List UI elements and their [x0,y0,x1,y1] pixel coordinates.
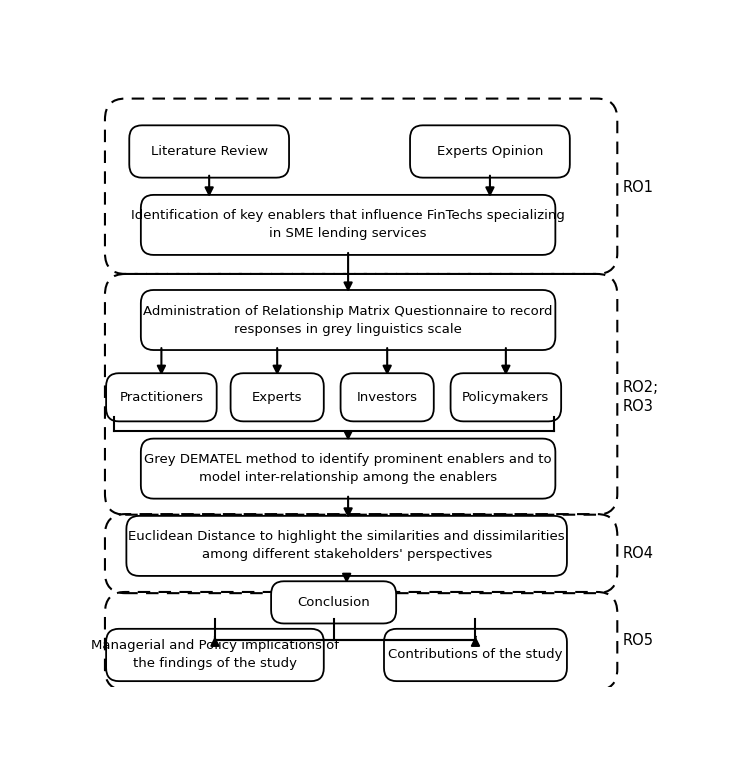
Text: Practitioners: Practitioners [120,391,203,404]
FancyBboxPatch shape [231,373,323,422]
FancyBboxPatch shape [141,438,555,499]
FancyBboxPatch shape [129,125,289,178]
Text: Policymakers: Policymakers [462,391,550,404]
Text: Managerial and Policy implications of
the findings of the study: Managerial and Policy implications of th… [91,639,339,670]
Text: RO4: RO4 [623,546,654,560]
Text: Experts Opinion: Experts Opinion [437,145,543,158]
FancyBboxPatch shape [271,581,396,624]
Text: Literature Review: Literature Review [151,145,267,158]
FancyBboxPatch shape [341,373,434,422]
Text: Identification of key enablers that influence FinTechs specializing
in SME lendi: Identification of key enablers that infl… [131,209,565,240]
FancyBboxPatch shape [384,629,567,681]
Text: RO1: RO1 [623,180,654,195]
FancyBboxPatch shape [106,629,323,681]
FancyBboxPatch shape [450,373,561,422]
FancyBboxPatch shape [410,125,570,178]
FancyBboxPatch shape [141,290,555,350]
Text: Contributions of the study: Contributions of the study [388,648,562,662]
Text: RO2;
RO3: RO2; RO3 [623,380,659,414]
Text: Conclusion: Conclusion [297,596,370,609]
FancyBboxPatch shape [126,516,567,576]
FancyBboxPatch shape [141,195,555,255]
Text: Administration of Relationship Matrix Questionnaire to record
responses in grey : Administration of Relationship Matrix Qu… [143,304,553,336]
FancyBboxPatch shape [106,373,217,422]
Text: Grey DEMATEL method to identify prominent enablers and to
model inter-relationsh: Grey DEMATEL method to identify prominen… [144,453,552,484]
Text: Euclidean Distance to highlight the similarities and dissimilarities
among diffe: Euclidean Distance to highlight the simi… [128,530,565,561]
Text: Experts: Experts [252,391,303,404]
Text: Investors: Investors [356,391,418,404]
Text: RO5: RO5 [623,633,654,648]
